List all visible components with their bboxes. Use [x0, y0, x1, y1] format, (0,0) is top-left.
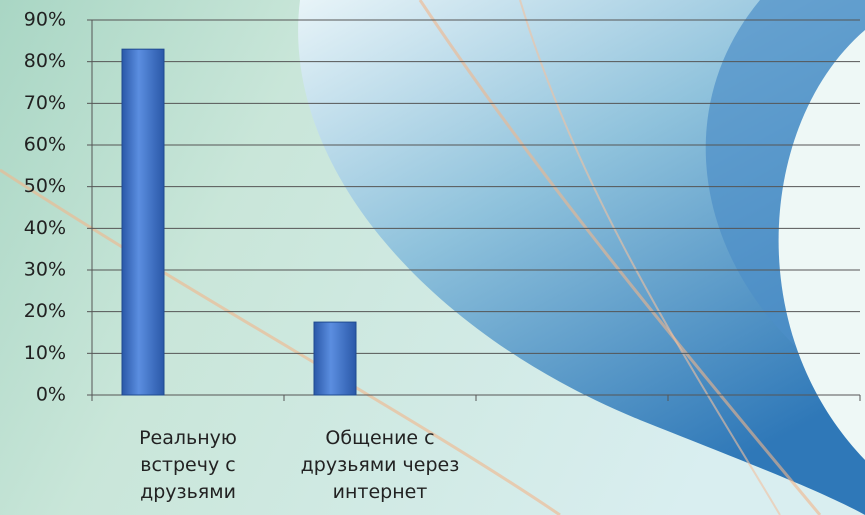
- y-tick-label: 0%: [36, 384, 66, 406]
- bar: [313, 321, 357, 396]
- y-tick-label: 90%: [24, 9, 66, 31]
- decor: [519, 0, 781, 515]
- x-tick-label: Реальную встречу с друзьями: [139, 427, 237, 503]
- decor: [418, 0, 822, 515]
- y-tick-label: 50%: [24, 175, 66, 197]
- swoosh: [778, 30, 865, 460]
- decor: [0, 168, 561, 515]
- bar: [121, 48, 165, 396]
- y-tick-label: 80%: [24, 50, 66, 72]
- y-tick-label: 60%: [24, 134, 66, 156]
- y-tick-label: 70%: [24, 92, 66, 114]
- y-tick-label: 40%: [24, 217, 66, 239]
- y-tick-label: 30%: [24, 259, 66, 281]
- y-tick-label: 10%: [24, 342, 66, 364]
- x-tick-label: Общение с друзьями через интернет: [300, 427, 460, 503]
- y-tick-label: 20%: [24, 300, 66, 322]
